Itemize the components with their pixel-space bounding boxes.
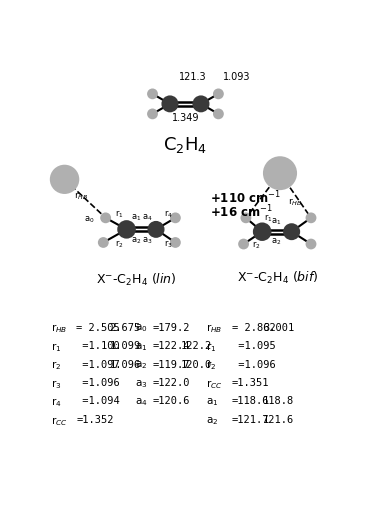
Circle shape xyxy=(306,212,317,223)
Text: 2.675: 2.675 xyxy=(109,322,141,332)
Circle shape xyxy=(98,237,109,248)
Text: 121.6: 121.6 xyxy=(263,415,294,425)
Circle shape xyxy=(170,212,181,223)
Text: =121.7: =121.7 xyxy=(232,415,269,425)
Circle shape xyxy=(162,95,179,112)
Text: =1.096: =1.096 xyxy=(76,378,120,388)
Text: =1.097: =1.097 xyxy=(76,360,120,370)
Text: =119.7: =119.7 xyxy=(152,360,190,370)
Text: r$_{CC}$: r$_{CC}$ xyxy=(206,378,223,391)
Text: a$_4$: a$_4$ xyxy=(142,213,153,223)
Text: +16 cm$^{-1}$: +16 cm$^{-1}$ xyxy=(210,203,273,220)
Text: r$_2$: r$_2$ xyxy=(206,360,217,372)
Text: a$_1$: a$_1$ xyxy=(135,341,147,353)
Circle shape xyxy=(283,223,300,240)
Text: r$_1$: r$_1$ xyxy=(115,209,124,220)
Text: a$_2$: a$_2$ xyxy=(131,236,142,246)
Text: r$_{HB}$: r$_{HB}$ xyxy=(206,322,223,335)
Text: a$_0$: a$_0$ xyxy=(135,322,148,334)
Text: a$_2$: a$_2$ xyxy=(206,415,218,427)
Circle shape xyxy=(147,88,158,99)
Circle shape xyxy=(50,165,79,194)
Circle shape xyxy=(238,239,249,250)
Text: X$^{-}$-C$_2$H$_4$ ($bif$): X$^{-}$-C$_2$H$_4$ ($bif$) xyxy=(237,270,318,286)
Text: 121.3: 121.3 xyxy=(179,72,207,82)
Text: =120.6: =120.6 xyxy=(152,396,190,406)
Text: = 2.505: = 2.505 xyxy=(76,322,120,332)
Text: =122.4: =122.4 xyxy=(152,341,190,351)
Text: 1.096: 1.096 xyxy=(109,360,141,370)
Text: r$_2$: r$_2$ xyxy=(115,239,124,250)
Text: r$_3$: r$_3$ xyxy=(51,378,62,391)
Text: a$_1$: a$_1$ xyxy=(271,217,282,227)
Text: r$_4$: r$_4$ xyxy=(51,396,62,409)
Text: =1.352: =1.352 xyxy=(76,415,114,425)
Text: a$_1$: a$_1$ xyxy=(131,213,141,223)
Circle shape xyxy=(213,109,224,119)
Text: r$_4$: r$_4$ xyxy=(164,209,173,220)
Circle shape xyxy=(213,88,224,99)
Text: 1.093: 1.093 xyxy=(223,72,250,82)
Circle shape xyxy=(253,222,271,241)
Text: =179.2: =179.2 xyxy=(152,322,190,332)
Text: r$_1$: r$_1$ xyxy=(206,341,217,354)
Text: 122.2: 122.2 xyxy=(181,341,212,351)
Text: 120.0: 120.0 xyxy=(181,360,212,370)
Text: a$_2$: a$_2$ xyxy=(271,236,282,247)
Circle shape xyxy=(147,109,158,119)
Text: r$_1$: r$_1$ xyxy=(264,212,272,224)
Circle shape xyxy=(241,212,251,223)
Text: = 2.862: = 2.862 xyxy=(232,322,276,332)
Text: 1.349: 1.349 xyxy=(172,113,199,123)
Text: 118.8: 118.8 xyxy=(263,396,294,406)
Text: a$_0$: a$_0$ xyxy=(84,214,95,225)
Text: =1.094: =1.094 xyxy=(76,396,120,406)
Text: =1.095: =1.095 xyxy=(232,341,276,351)
Circle shape xyxy=(306,239,317,250)
Text: a$_2$: a$_2$ xyxy=(135,360,147,371)
Text: r$_{HB}$: r$_{HB}$ xyxy=(51,322,68,335)
Text: a$_4$: a$_4$ xyxy=(135,396,148,408)
Text: =122.0: =122.0 xyxy=(152,378,190,388)
Text: =1.351: =1.351 xyxy=(232,378,269,388)
Text: 1.099: 1.099 xyxy=(109,341,141,351)
Circle shape xyxy=(170,237,181,248)
Text: r$_2$: r$_2$ xyxy=(252,239,261,251)
Text: r$_{HB}$: r$_{HB}$ xyxy=(74,190,89,202)
Text: +110 cm$^{-1}$: +110 cm$^{-1}$ xyxy=(210,189,282,206)
Text: r$_3$: r$_3$ xyxy=(164,239,173,250)
Text: r$_2$: r$_2$ xyxy=(51,360,62,372)
Circle shape xyxy=(147,221,165,238)
Text: 3.001: 3.001 xyxy=(263,322,294,332)
Text: a$_3$: a$_3$ xyxy=(135,378,147,390)
Text: a$_1$: a$_1$ xyxy=(206,396,219,408)
Text: =1.100: =1.100 xyxy=(76,341,120,351)
Circle shape xyxy=(100,212,111,223)
Text: a$_3$: a$_3$ xyxy=(142,236,153,246)
Text: r$_{HB}$: r$_{HB}$ xyxy=(288,196,302,208)
Text: X$^{-}$-C$_2$H$_4$ ($lin$): X$^{-}$-C$_2$H$_4$ ($lin$) xyxy=(96,272,177,288)
Text: r$_1$: r$_1$ xyxy=(51,341,62,354)
Text: C$_2$H$_4$: C$_2$H$_4$ xyxy=(163,135,207,155)
Circle shape xyxy=(117,220,136,239)
Circle shape xyxy=(263,156,297,190)
Text: =118.6: =118.6 xyxy=(232,396,269,406)
Text: =1.096: =1.096 xyxy=(232,360,276,370)
Circle shape xyxy=(192,95,209,112)
Text: r$_{CC}$: r$_{CC}$ xyxy=(51,415,68,428)
